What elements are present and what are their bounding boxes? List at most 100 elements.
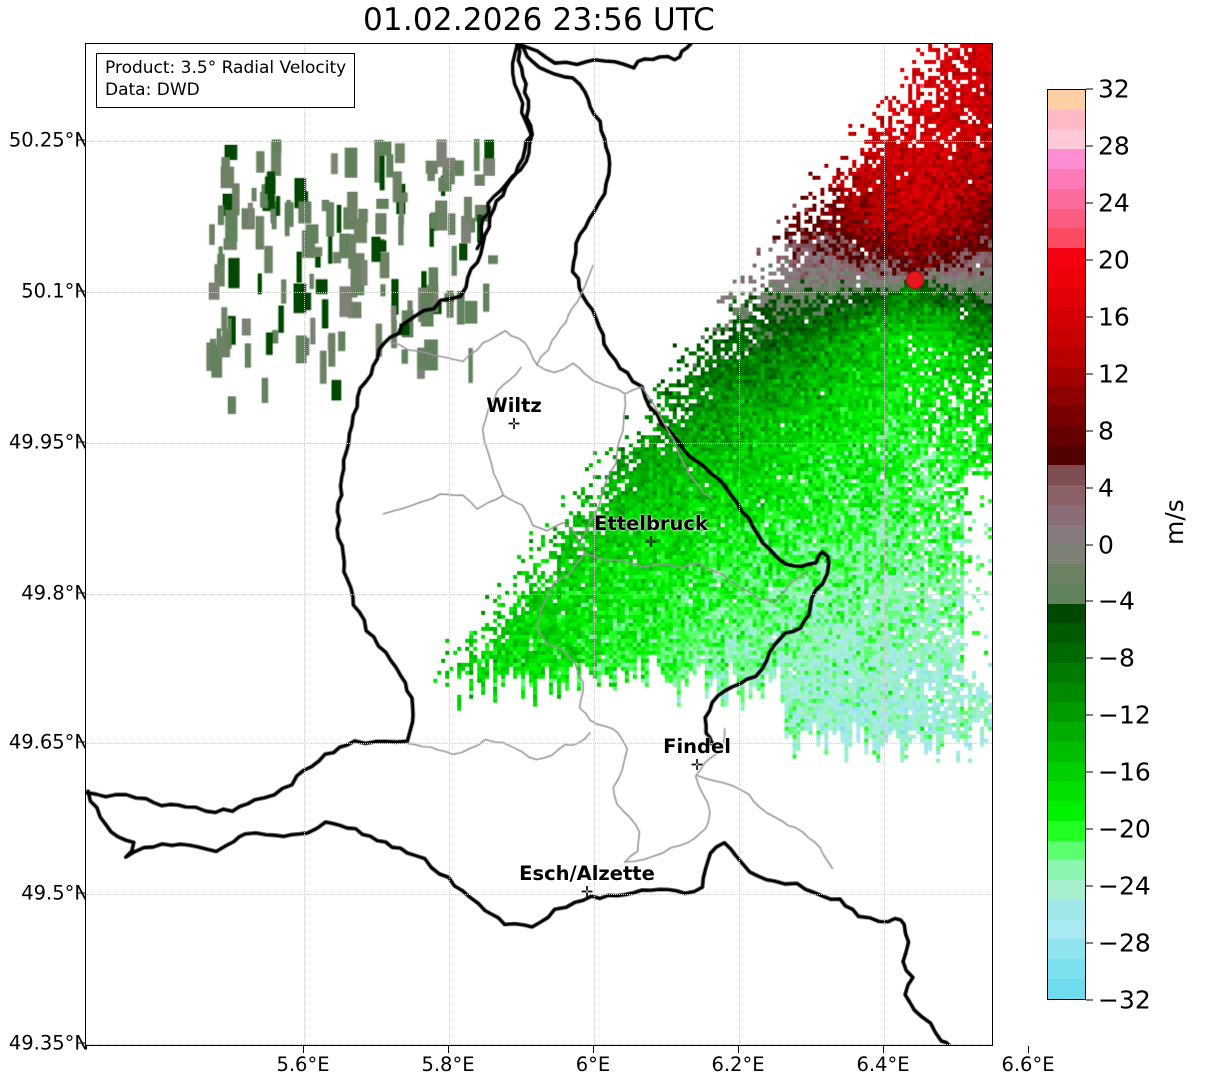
product-info-box: Product: 3.5° Radial Velocity Data: DWD — [96, 53, 356, 108]
colorbar-swatch-36 — [1048, 801, 1085, 821]
colorbar-swatch-31 — [1048, 702, 1085, 722]
y-tick-label-6: 49.35°N — [8, 1031, 89, 1055]
colorbar-swatch-28 — [1048, 643, 1085, 663]
colorbar-tick-mark-9 — [1086, 600, 1093, 602]
colorbar-swatch-3 — [1048, 149, 1085, 169]
colorbar-swatch-16 — [1048, 406, 1085, 426]
colorbar-tick-label-0: 32 — [1098, 74, 1130, 104]
x-tick-label-0: 5.6°E — [276, 1053, 330, 1076]
colorbar-swatch-32 — [1048, 722, 1085, 742]
colorbar-tick-mark-11 — [1086, 714, 1093, 716]
colorbar-tick-label-15: −28 — [1098, 928, 1151, 958]
y-tick-label-0: 50.25°N — [8, 128, 89, 152]
colorbar-swatch-13 — [1048, 346, 1085, 367]
x-tick-label-2: 6°E — [575, 1053, 611, 1076]
colorbar-swatch-5 — [1048, 188, 1085, 209]
colorbar-tick-label-1: 28 — [1098, 131, 1130, 161]
colorbar-swatch-23 — [1048, 544, 1085, 564]
colorbar-swatch-19 — [1048, 465, 1085, 485]
colorbar-tick-mark-1 — [1086, 145, 1093, 147]
colorbar-swatch-4 — [1048, 169, 1085, 189]
x-tick-mark-2 — [593, 1046, 594, 1053]
radar-map-axes[interactable]: Wiltz ✛ Ettelbruck ✛ Findel ✛ Esch/Alzette ✛ Pr… — [85, 43, 993, 1046]
y-tick-label-2: 49.95°N — [8, 430, 89, 454]
colorbar-unit-label: m/s — [1160, 499, 1189, 545]
colorbar-swatch-41 — [1048, 899, 1085, 920]
colorbar-swatch-30 — [1048, 682, 1085, 703]
colorbar-tick-label-10: −8 — [1098, 643, 1135, 673]
colorbar-tick-label-9: −4 — [1098, 586, 1135, 616]
colorbar-tick-label-14: −24 — [1098, 871, 1151, 901]
radar-site-marker[interactable] — [906, 271, 924, 289]
y-tick-mark-3 — [78, 592, 85, 594]
colorbar-tick-label-4: 16 — [1098, 302, 1130, 332]
y-tick-mark-1 — [78, 290, 85, 292]
colorbar-swatch-37 — [1048, 820, 1085, 841]
colorbar-swatch-20 — [1048, 485, 1085, 505]
colorbar-tick-mark-10 — [1086, 657, 1093, 659]
colorbar-swatch-44 — [1048, 959, 1085, 979]
colorbar[interactable] — [1047, 89, 1086, 1000]
colorbar-swatch-40 — [1048, 880, 1085, 900]
colorbar-tick-mark-14 — [1086, 885, 1093, 887]
colorbar-swatch-42 — [1048, 919, 1085, 940]
y-tick-label-4: 49.65°N — [8, 730, 89, 754]
colorbar-tick-mark-0 — [1086, 88, 1093, 90]
x-tick-label-5: 6.6°E — [1001, 1053, 1055, 1076]
colorbar-tick-label-8: 0 — [1098, 530, 1114, 559]
colorbar-swatch-22 — [1048, 524, 1085, 545]
y-tick-mark-6 — [78, 1042, 85, 1044]
colorbar-swatch-26 — [1048, 603, 1085, 624]
colorbar-swatch-39 — [1048, 860, 1085, 880]
colorbar-swatch-27 — [1048, 623, 1085, 643]
info-data-line: Data: DWD — [105, 79, 200, 100]
colorbar-tick-label-7: 4 — [1098, 473, 1114, 503]
colorbar-swatch-38 — [1048, 840, 1085, 861]
colorbar-swatch-9 — [1048, 267, 1085, 288]
colorbar-swatch-21 — [1048, 504, 1085, 525]
colorbar-tick-label-5: 12 — [1098, 359, 1130, 389]
y-tick-mark-5 — [78, 892, 85, 894]
colorbar-swatch-15 — [1048, 386, 1085, 406]
colorbar-swatch-25 — [1048, 583, 1085, 604]
y-tick-mark-4 — [78, 741, 85, 743]
y-tick-label-1: 50.1°N — [21, 279, 89, 303]
colorbar-swatch-18 — [1048, 445, 1085, 466]
info-product-line: Product: 3.5° Radial Velocity — [105, 58, 347, 78]
colorbar-swatch-12 — [1048, 327, 1085, 347]
colorbar-tick-mark-13 — [1086, 828, 1093, 830]
colorbar-swatch-7 — [1048, 228, 1085, 248]
colorbar-swatch-0 — [1048, 90, 1085, 110]
x-tick-mark-5 — [1028, 1046, 1029, 1053]
colorbar-tick-label-16: −32 — [1098, 985, 1151, 1015]
x-tick-label-4: 6.4°E — [856, 1053, 910, 1076]
y-tick-mark-2 — [78, 441, 85, 443]
colorbar-swatch-45 — [1048, 978, 1085, 999]
colorbar-tick-label-12: −16 — [1098, 757, 1151, 787]
colorbar-tick-label-3: 20 — [1098, 245, 1130, 275]
colorbar-swatch-29 — [1048, 662, 1085, 683]
y-tick-mark-0 — [78, 139, 85, 141]
colorbar-tick-mark-6 — [1086, 430, 1093, 432]
x-tick-label-1: 5.8°E — [421, 1053, 475, 1076]
colorbar-tick-mark-5 — [1086, 373, 1093, 375]
colorbar-tick-mark-8 — [1086, 544, 1093, 545]
colorbar-swatch-24 — [1048, 564, 1085, 584]
colorbar-tick-mark-4 — [1086, 316, 1093, 318]
colorbar-tick-label-13: −20 — [1098, 814, 1151, 844]
x-tick-mark-4 — [883, 1046, 884, 1053]
x-tick-mark-3 — [738, 1046, 739, 1053]
colorbar-tick-mark-7 — [1086, 487, 1093, 489]
colorbar-swatch-14 — [1048, 366, 1085, 387]
colorbar-swatch-33 — [1048, 741, 1085, 762]
colorbar-swatch-8 — [1048, 248, 1085, 268]
colorbar-swatch-11 — [1048, 307, 1085, 327]
x-tick-mark-0 — [303, 1046, 304, 1053]
colorbar-swatch-1 — [1048, 109, 1085, 130]
colorbar-tick-label-11: −12 — [1098, 700, 1151, 730]
colorbar-swatch-6 — [1048, 208, 1085, 229]
colorbar-swatch-35 — [1048, 781, 1085, 801]
x-tick-label-3: 6.2°E — [711, 1053, 765, 1076]
y-tick-label-3: 49.8°N — [21, 581, 89, 605]
colorbar-tick-mark-2 — [1086, 202, 1093, 204]
